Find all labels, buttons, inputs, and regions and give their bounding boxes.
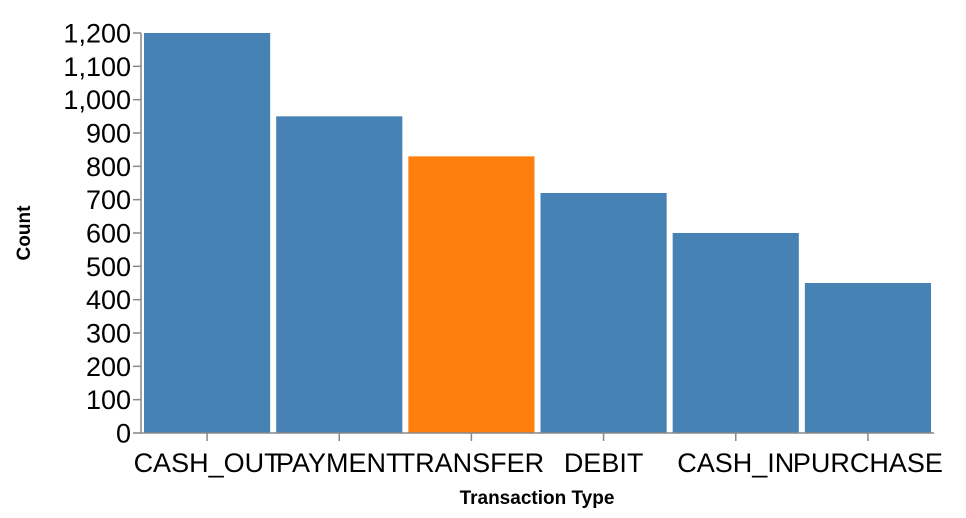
y-tick-label: 100 [86, 385, 131, 415]
bar-cash-out [144, 33, 271, 433]
x-tick-label: DEBIT [564, 448, 644, 478]
y-tick-label: 500 [86, 252, 131, 282]
x-tick-label: TRANSFER [399, 448, 545, 478]
x-tick-label: CASH_IN [677, 448, 794, 478]
y-tick-label: 600 [86, 219, 131, 249]
y-axis-title: Count [14, 205, 35, 261]
y-tick-label: 300 [86, 319, 131, 349]
bar-transfer [408, 156, 535, 434]
y-tick-label: 400 [86, 285, 131, 315]
y-tick-label: 800 [86, 152, 131, 182]
y-tick-label: 1,100 [63, 52, 131, 82]
y-tick-label: 0 [116, 419, 131, 449]
bar-payment [276, 116, 403, 433]
y-tick-label: 1,200 [63, 19, 131, 49]
bars-layer [144, 33, 931, 434]
y-tick-label: 900 [86, 119, 131, 149]
y-tick-label: 200 [86, 352, 131, 382]
bar-purchase [804, 283, 931, 433]
bar-cash-in [672, 233, 799, 433]
y-tick-label: 700 [86, 185, 131, 215]
bar-debit [540, 193, 667, 433]
y-tick-label: 1,000 [63, 85, 131, 115]
x-tick-label: PAYMENT [276, 448, 403, 478]
x-tick-label: CASH_OUT [134, 448, 281, 478]
x-axis-title: Transaction Type [460, 488, 615, 509]
x-tick-label: PURCHASE [793, 448, 943, 478]
